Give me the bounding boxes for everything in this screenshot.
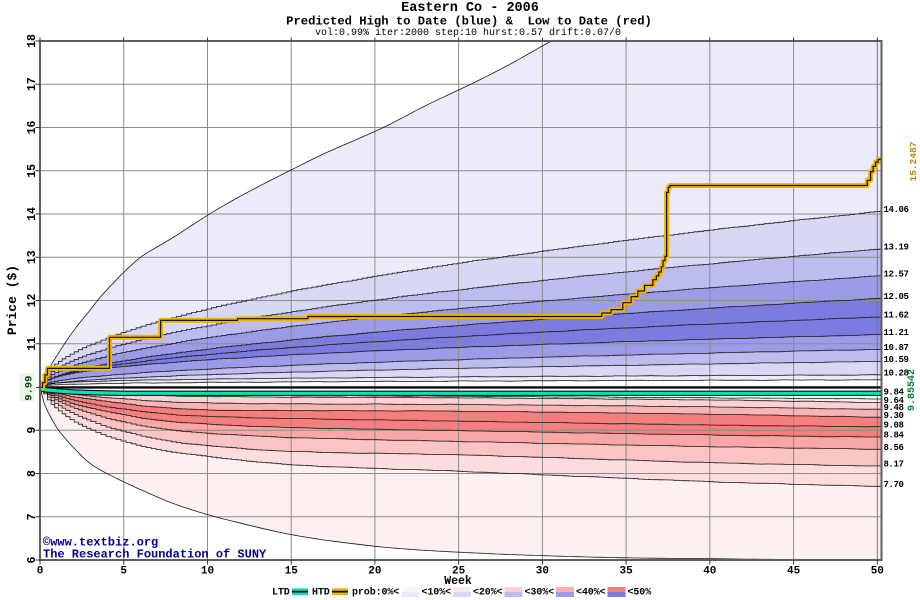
svg-text:8.84: 8.84 bbox=[884, 431, 905, 441]
svg-text:9: 9 bbox=[26, 427, 39, 434]
svg-text:9.48: 9.48 bbox=[884, 403, 904, 413]
svg-text:12.05: 12.05 bbox=[884, 292, 909, 302]
svg-text:9.99: 9.99 bbox=[24, 376, 36, 401]
svg-text:10: 10 bbox=[201, 566, 214, 578]
svg-text:30: 30 bbox=[536, 566, 549, 578]
svg-text:14: 14 bbox=[26, 207, 39, 221]
svg-text:12: 12 bbox=[26, 294, 39, 308]
svg-text:12.57: 12.57 bbox=[884, 269, 909, 279]
svg-text:vol:0.99% iter:2000 step:10 hu: vol:0.99% iter:2000 step:10 hurst:0.57 d… bbox=[315, 27, 621, 39]
svg-text:Eastern Co - 2006: Eastern Co - 2006 bbox=[401, 1, 539, 16]
svg-text:50: 50 bbox=[871, 566, 884, 578]
svg-text:7.70: 7.70 bbox=[884, 480, 904, 490]
svg-text:Week: Week bbox=[444, 575, 472, 588]
svg-text:15: 15 bbox=[285, 566, 299, 578]
svg-text:6: 6 bbox=[26, 556, 39, 563]
svg-text:9.85542: 9.85542 bbox=[907, 369, 918, 411]
svg-text:14.06: 14.06 bbox=[884, 205, 909, 215]
svg-text:13.19: 13.19 bbox=[884, 243, 909, 253]
svg-text:18: 18 bbox=[26, 34, 39, 48]
svg-text:8.56: 8.56 bbox=[884, 443, 904, 453]
svg-text:45: 45 bbox=[787, 566, 801, 578]
svg-text:15.2487: 15.2487 bbox=[908, 141, 919, 181]
svg-text:11.21: 11.21 bbox=[884, 328, 910, 338]
svg-text:<20%<: <20%< bbox=[473, 588, 503, 599]
svg-text:9.30: 9.30 bbox=[884, 411, 904, 421]
svg-text:LTD: LTD bbox=[272, 588, 290, 599]
svg-text:11: 11 bbox=[26, 337, 39, 351]
svg-text:10.87: 10.87 bbox=[884, 343, 909, 353]
svg-text:40: 40 bbox=[703, 566, 716, 578]
svg-text:Predicted High to Date (blue): Predicted High to Date (blue) & Low to D… bbox=[286, 15, 652, 29]
svg-text:11.62: 11.62 bbox=[884, 310, 909, 320]
svg-text:<40%<: <40%< bbox=[576, 588, 606, 599]
svg-text:9.08: 9.08 bbox=[884, 420, 904, 430]
svg-text:15: 15 bbox=[26, 164, 39, 178]
svg-text:25: 25 bbox=[452, 566, 466, 578]
svg-text:<30%<: <30%< bbox=[525, 588, 555, 599]
svg-text:0: 0 bbox=[37, 566, 44, 578]
svg-text:10.28: 10.28 bbox=[884, 368, 909, 378]
svg-text:7: 7 bbox=[26, 513, 39, 520]
svg-text:17: 17 bbox=[26, 77, 39, 91]
svg-text:16: 16 bbox=[26, 121, 39, 135]
svg-text:8.17: 8.17 bbox=[884, 460, 904, 470]
svg-text:9.64: 9.64 bbox=[884, 396, 905, 406]
svg-text:5: 5 bbox=[120, 566, 127, 578]
svg-text:13: 13 bbox=[26, 250, 39, 264]
svg-text:<50%: <50% bbox=[628, 588, 652, 599]
svg-text:8: 8 bbox=[26, 470, 39, 477]
svg-text:Price ($): Price ($) bbox=[5, 265, 20, 335]
svg-text:35: 35 bbox=[619, 566, 633, 578]
svg-text:9.84: 9.84 bbox=[884, 387, 905, 397]
svg-text:20: 20 bbox=[368, 566, 381, 578]
svg-text:prob:0%<: prob:0%< bbox=[352, 587, 399, 599]
svg-text:©www.textbiz.org: ©www.textbiz.org bbox=[43, 536, 158, 550]
svg-text:10.59: 10.59 bbox=[884, 355, 909, 365]
svg-text:The Research Foundation of SUN: The Research Foundation of SUNY bbox=[43, 548, 267, 562]
svg-text:HTD: HTD bbox=[312, 588, 330, 599]
svg-text:<10%<: <10%< bbox=[422, 588, 452, 599]
